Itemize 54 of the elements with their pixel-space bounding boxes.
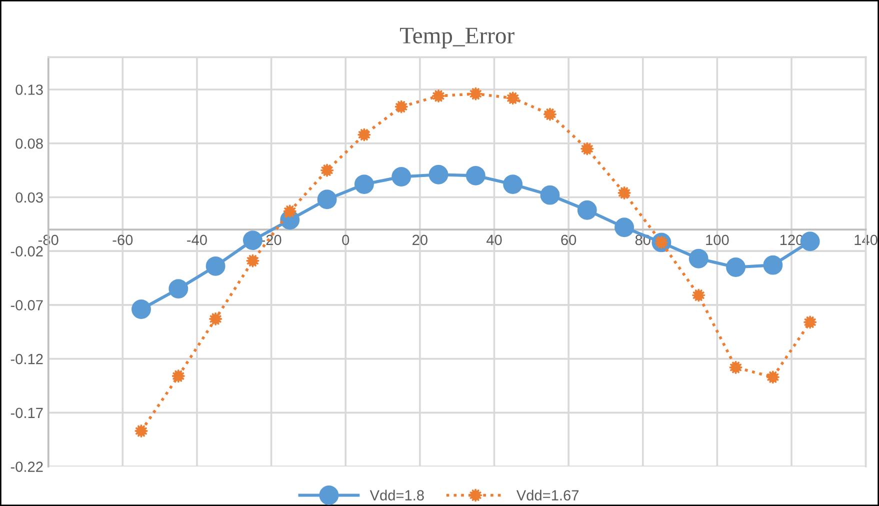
point	[692, 288, 706, 302]
y-tick-label: 0.03	[16, 192, 43, 203]
point	[503, 174, 523, 194]
point	[428, 164, 448, 184]
point	[466, 166, 486, 186]
point	[803, 315, 818, 330]
point	[168, 279, 188, 299]
x-tick-label: -40	[187, 234, 207, 246]
point	[726, 258, 746, 277]
point	[134, 424, 148, 438]
point	[246, 254, 260, 268]
y-tick-label: 0.13	[16, 84, 43, 95]
y-tick-label: -0.22	[10, 462, 43, 472]
point	[763, 255, 783, 275]
point	[614, 218, 634, 238]
x-tick-label: -20	[261, 234, 282, 246]
x-tick-label: 40	[486, 234, 502, 246]
point	[354, 174, 374, 194]
y-tick-label: -0.02	[10, 246, 43, 257]
x-tick-label: 20	[412, 234, 428, 246]
x-tick-label: -60	[112, 234, 133, 246]
y-tick-label: 0.08	[16, 138, 43, 149]
point	[317, 190, 337, 210]
point	[468, 86, 483, 101]
legend-label: Vdd=1.67	[516, 490, 578, 500]
point	[577, 200, 597, 220]
point	[728, 360, 743, 374]
point	[206, 256, 226, 276]
chart-title: Temp_Error	[400, 28, 514, 48]
y-tick-label: -0.12	[10, 354, 43, 364]
point	[208, 312, 222, 326]
point	[766, 370, 780, 384]
point	[132, 300, 151, 319]
point	[242, 230, 262, 250]
point	[320, 163, 334, 178]
point	[688, 248, 708, 268]
y-tick-label: -0.17	[10, 408, 43, 418]
point	[506, 91, 520, 106]
point	[800, 232, 820, 252]
y-tick-label: -0.07	[10, 300, 43, 310]
point	[394, 100, 408, 114]
point	[617, 186, 632, 200]
x-tick-label: 0	[342, 234, 350, 246]
point	[171, 369, 186, 383]
x-tick-label: 100	[706, 234, 729, 246]
legend-label: Vdd=1.8	[370, 490, 424, 500]
point	[392, 167, 412, 186]
point	[543, 107, 557, 122]
point	[282, 204, 297, 218]
point	[580, 142, 594, 156]
point	[540, 185, 560, 205]
x-tick-label: 60	[561, 234, 576, 246]
point	[357, 128, 372, 142]
point	[432, 89, 446, 103]
